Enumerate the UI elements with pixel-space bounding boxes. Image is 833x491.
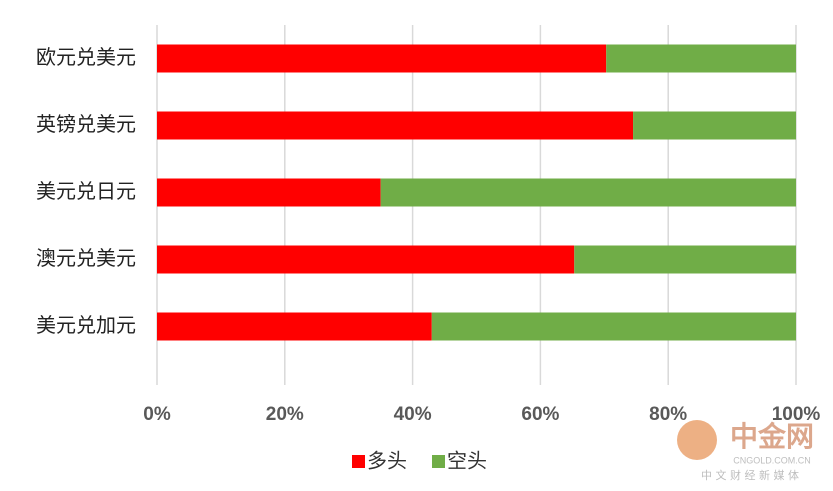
y-tick-label: 英镑兑美元 [36,112,136,136]
bar-segment [574,245,796,274]
x-tick-label: 0% [143,404,171,425]
bar-segment [633,111,796,140]
watermark-logo [677,420,717,460]
bar-segment [157,111,634,140]
bar-segment [606,44,796,73]
legend-label: 多头 [367,449,407,473]
watermark-name: 中金网 [730,420,814,453]
bar-segment [157,312,432,341]
x-tick-label: 100% [772,404,821,425]
y-tick-label: 美元兑加元 [36,313,136,337]
watermark-site: CNGOLD.COM.CN [733,455,811,465]
bar-segment [380,178,796,207]
x-tick-label: 20% [266,404,304,425]
legend-swatch [352,455,365,468]
bar-segment [157,44,607,73]
legend-label: 空头 [447,449,487,473]
bar-segment [157,245,575,274]
bar-segment [431,312,796,341]
bar-segment [157,178,381,207]
watermark: 中金网 CNGOLD.COM.CN 中 文 财 经 新 媒 体 [677,420,814,482]
watermark-slogan: 中 文 财 经 新 媒 体 [701,468,799,482]
x-tick-label: 60% [521,404,559,425]
x-tick-label: 40% [394,404,432,425]
y-tick-label: 美元兑日元 [36,179,136,203]
y-tick-label: 欧元兑美元 [36,45,136,69]
legend-swatch [432,455,445,468]
x-tick-label: 80% [649,404,687,425]
y-tick-label: 澳元兑美元 [36,246,136,270]
